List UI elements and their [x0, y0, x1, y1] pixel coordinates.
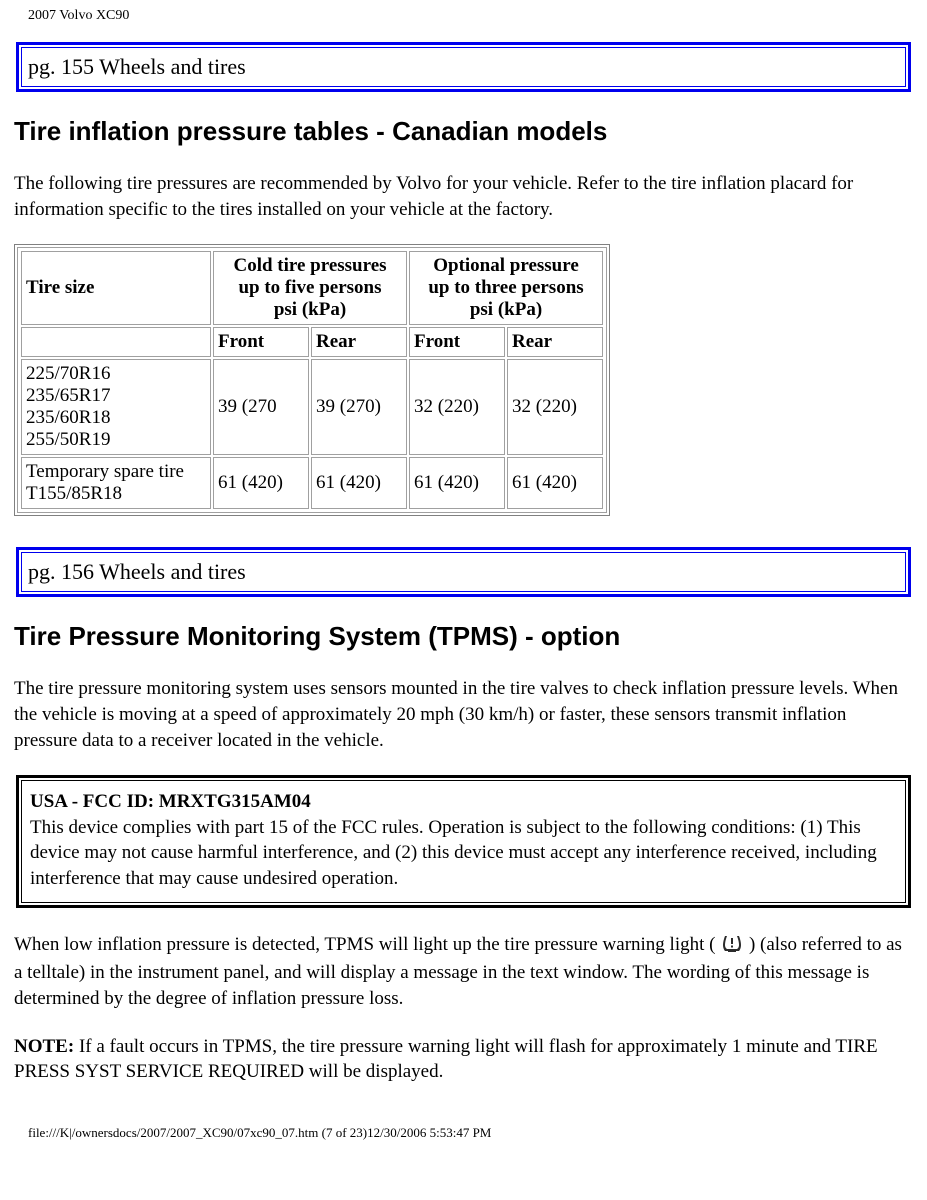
page156-bar: pg. 156 Wheels and tires [16, 547, 911, 597]
page155-bar: pg. 155 Wheels and tires [16, 42, 911, 92]
fcc-box: USA - FCC ID: MRXTG315AM04 This device c… [16, 775, 911, 908]
size-line: Temporary spare tire [26, 461, 206, 483]
section2-title: Tire Pressure Monitoring System (TPMS) -… [14, 621, 913, 652]
cell-opt-rear-1: 32 (220) [507, 359, 603, 455]
cell-sizes-1: 225/70R16 235/65R17 235/60R18 255/50R19 [21, 359, 211, 455]
col-opt-rear: Rear [507, 327, 603, 357]
cell-opt-front-1: 32 (220) [409, 359, 505, 455]
cell-sizes-2: Temporary spare tire T155/85R18 [21, 457, 211, 509]
cell-cold-front-2: 61 (420) [213, 457, 309, 509]
tpms-warning-icon [722, 935, 742, 961]
col-cold-pressure: Cold tire pressures up to five persons p… [213, 251, 407, 325]
col-opt-l1: Optional pressure [433, 255, 579, 276]
fcc-title: USA - FCC ID: MRXTG315AM04 [30, 791, 311, 812]
col-blank [21, 327, 211, 357]
col-cold-l2: up to five persons [238, 277, 381, 298]
cell-cold-rear-1: 39 (270) [311, 359, 407, 455]
doc-title: 2007 Volvo XC90 [28, 8, 913, 24]
table-row: Temporary spare tire T155/85R18 61 (420)… [21, 457, 603, 509]
size-line: 235/65R17 [26, 385, 206, 407]
table-header-row-2: Front Rear Front Rear [21, 327, 603, 357]
col-tire-size: Tire size [21, 251, 211, 325]
footer-file-path: file:///K|/ownersdocs/2007/2007_XC90/07x… [28, 1125, 913, 1141]
tpms-paragraph: When low inflation pressure is detected,… [14, 932, 913, 1012]
fcc-box-inner: USA - FCC ID: MRXTG315AM04 This device c… [21, 780, 906, 903]
note-paragraph: NOTE: If a fault occurs in TPMS, the tir… [14, 1034, 913, 1085]
size-line: 255/50R19 [26, 429, 206, 451]
pressure-table-wrapper: Tire size Cold tire pressures up to five… [14, 244, 610, 516]
cell-cold-rear-2: 61 (420) [311, 457, 407, 509]
section2-body: The tire pressure monitoring system uses… [14, 676, 913, 753]
tpms-text-a: When low inflation pressure is detected,… [14, 934, 715, 955]
col-opt-l3: psi (kPa) [470, 299, 542, 320]
table-header-row-1: Tire size Cold tire pressures up to five… [21, 251, 603, 325]
col-cold-rear: Rear [311, 327, 407, 357]
page155-bar-text: pg. 155 Wheels and tires [21, 47, 906, 87]
col-opt-front: Front [409, 327, 505, 357]
size-line: T155/85R18 [26, 483, 206, 505]
page156-bar-text: pg. 156 Wheels and tires [21, 552, 906, 592]
size-line: 235/60R18 [26, 407, 206, 429]
table-row: 225/70R16 235/65R17 235/60R18 255/50R19 … [21, 359, 603, 455]
cell-cold-front-1: 39 (270 [213, 359, 309, 455]
section1-body: The following tire pressures are recomme… [14, 171, 913, 222]
col-opt-l2: up to three persons [428, 277, 583, 298]
col-optional-pressure: Optional pressure up to three persons ps… [409, 251, 603, 325]
pressure-table: Tire size Cold tire pressures up to five… [19, 249, 605, 511]
cell-opt-front-2: 61 (420) [409, 457, 505, 509]
size-line: 225/70R16 [26, 363, 206, 385]
col-cold-l1: Cold tire pressures [233, 255, 386, 276]
note-label: NOTE: [14, 1036, 74, 1057]
section1-title: Tire inflation pressure tables - Canadia… [14, 116, 913, 147]
fcc-body: This device complies with part 15 of the… [30, 817, 877, 889]
cell-opt-rear-2: 61 (420) [507, 457, 603, 509]
note-text: If a fault occurs in TPMS, the tire pres… [14, 1036, 878, 1083]
col-cold-l3: psi (kPa) [274, 299, 346, 320]
col-cold-front: Front [213, 327, 309, 357]
